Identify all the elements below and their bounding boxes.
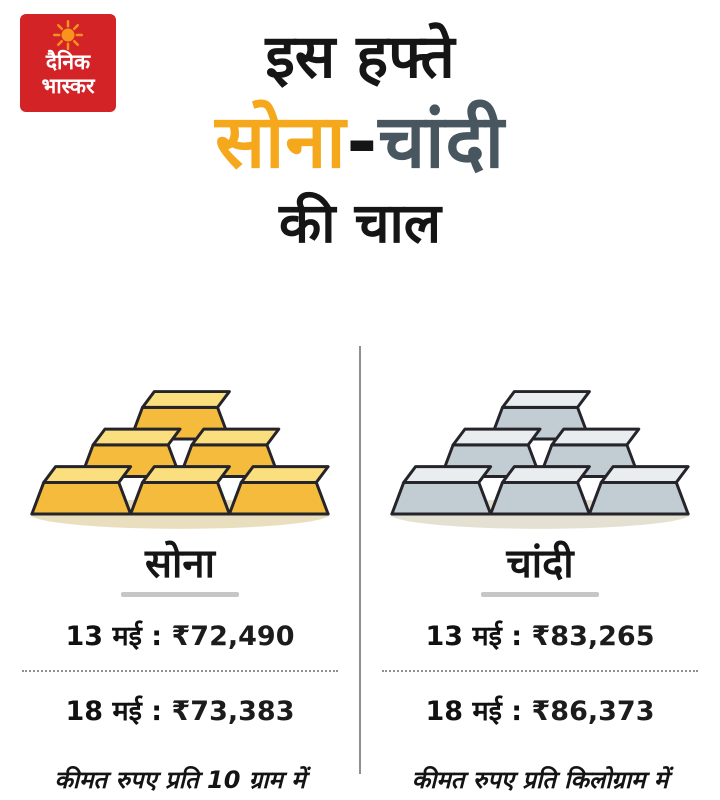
title-line3: की चाल — [278, 190, 442, 255]
price-separator: : — [501, 621, 532, 652]
gold-heading-underline — [121, 592, 239, 597]
price-columns: सोना 13 मई : ₹72,490 18 मई : ₹73,383 कीम… — [0, 332, 720, 800]
gold-footnote: कीमत रुपए प्रति 10 ग्राम में — [54, 766, 306, 795]
gold-dotted-divider — [22, 670, 338, 673]
gold-value-2: ₹73,383 — [171, 696, 295, 728]
silver-column: चांदी 13 मई : ₹83,265 18 मई : ₹86,373 की… — [360, 332, 720, 800]
gold-date-2: 18 मई — [65, 696, 142, 728]
gold-bars-illustration — [29, 390, 331, 529]
column-divider — [359, 346, 361, 774]
silver-footnote: कीमत रुपए प्रति किलोग्राम में — [411, 766, 669, 795]
silver-date-2: 18 मई — [425, 696, 502, 728]
silver-value-1: ₹83,265 — [531, 621, 655, 652]
title-gold-word: सोना — [215, 99, 347, 185]
title-silver-word: चांदी — [378, 99, 505, 185]
logo-text-line2: भास्कर — [41, 73, 95, 98]
silver-heading-underline — [481, 592, 599, 597]
logo-text-line1: दैनिक — [45, 50, 91, 74]
silver-date-1: 13 मई — [425, 621, 502, 652]
sun-icon — [53, 20, 83, 50]
silver-dotted-divider — [382, 670, 698, 673]
gold-column: सोना 13 मई : ₹72,490 18 मई : ₹73,383 कीम… — [0, 332, 360, 800]
dainik-bhaskar-logo: दैनिक भास्कर — [20, 14, 116, 112]
title-line2: सोना-चांदी — [0, 96, 720, 189]
silver-bars-illustration — [389, 390, 691, 529]
silver-price-row-2: 18 मई : ₹86,373 — [426, 694, 655, 729]
price-separator: : — [141, 621, 172, 652]
title-line1: इस हफ्ते — [265, 22, 455, 92]
gold-price-row-2: 18 मई : ₹73,383 — [66, 694, 295, 729]
title-block: इस हफ्ते सोना-चांदी की चाल — [0, 18, 720, 257]
gold-date-1: 13 मई — [65, 621, 142, 652]
silver-price-row-1: 13 मई : ₹83,265 — [426, 619, 655, 654]
price-separator: : — [501, 696, 532, 728]
gold-value-1: ₹72,490 — [171, 621, 295, 652]
gold-heading: सोना — [145, 541, 215, 587]
gold-price-row-1: 13 मई : ₹72,490 — [66, 619, 295, 654]
title-hyphen: - — [346, 99, 379, 185]
silver-heading: चांदी — [506, 541, 574, 587]
price-separator: : — [141, 696, 172, 728]
silver-value-2: ₹86,373 — [531, 696, 655, 728]
